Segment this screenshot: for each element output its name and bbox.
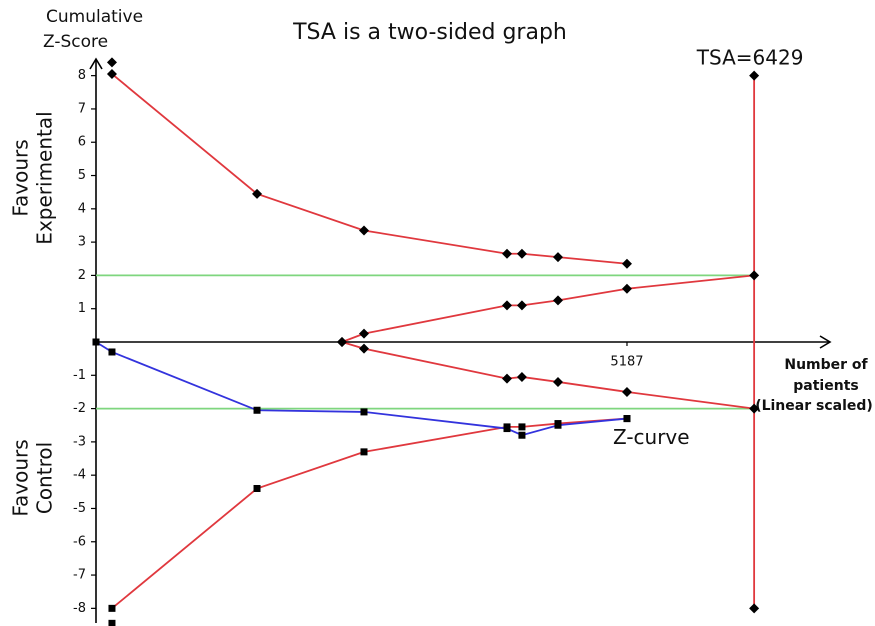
y-tick-label: -4 (73, 468, 86, 483)
diamond-marker (358, 328, 369, 339)
series-line (111, 417, 628, 610)
y-tick-label: 3 (78, 235, 86, 250)
diamond-marker (502, 300, 513, 311)
diamond-marker (502, 373, 513, 384)
diamond-marker (552, 376, 563, 387)
diamond-marker (502, 248, 513, 259)
diamond-marker (621, 258, 632, 269)
x-axis-label: (Linear scaled) (755, 398, 873, 414)
x-axis-label: Number of (784, 357, 868, 373)
diamond-marker (749, 403, 760, 414)
y-axis-label: Z-Score (43, 32, 108, 52)
x-axis-label: patients (793, 378, 858, 394)
y-tick-label: 4 (78, 201, 86, 216)
square-marker (253, 484, 261, 492)
diamond-marker (552, 295, 563, 306)
x-axis-arrow (819, 335, 832, 349)
y-axis-arrow (89, 57, 103, 70)
square-marker (108, 619, 116, 626)
y-tick-label: 6 (78, 135, 86, 150)
favours-label: Favours (9, 439, 33, 516)
y-tick-label: -8 (73, 601, 86, 616)
diamond-marker (749, 70, 760, 81)
y-tick-label: -5 (73, 501, 86, 516)
series-line (341, 341, 755, 410)
diamond-marker (621, 386, 632, 397)
favours-label: Favours (9, 139, 33, 216)
diamond-marker (336, 337, 347, 347)
diamond-marker (749, 603, 760, 614)
y-tick-label: 2 (78, 268, 86, 283)
diamond-marker (358, 343, 369, 354)
diamond-marker (106, 68, 117, 79)
y-tick-label: 1 (78, 301, 86, 316)
diamond-marker (516, 371, 527, 382)
square-marker (518, 423, 526, 431)
square-marker (92, 338, 100, 346)
annotation: Z-curve (613, 425, 690, 449)
square-marker (108, 348, 116, 356)
square-marker (554, 421, 562, 429)
y-tick-label: 8 (78, 68, 86, 83)
y-tick-label: -1 (73, 368, 86, 383)
diamond-marker (252, 188, 263, 199)
square-marker (623, 415, 631, 423)
series-line (95, 341, 628, 437)
y-tick-label: -7 (73, 568, 86, 583)
x-tick-label: 5187 (610, 355, 643, 370)
y-tick-label: 7 (78, 101, 86, 116)
diamond-marker (516, 248, 527, 259)
diamond-marker (621, 283, 632, 294)
y-tick-label: -6 (73, 534, 86, 549)
y-axis-label: Cumulative (46, 7, 143, 27)
favours-label: Control (33, 442, 57, 514)
y-tick-label: -2 (73, 401, 86, 416)
favours-label: Experimental (33, 111, 57, 244)
series-line (341, 274, 755, 343)
series-line (111, 73, 628, 265)
square-marker (360, 408, 368, 416)
diamond-marker (358, 225, 369, 236)
diamond-marker (749, 270, 760, 281)
square-marker (108, 604, 116, 612)
diamond-marker (106, 57, 117, 68)
square-marker (503, 425, 511, 433)
y-tick-label: 5 (78, 168, 86, 183)
diamond-marker (552, 252, 563, 263)
y-tick-label: -3 (73, 434, 86, 449)
annotation: TSA=6429 (696, 46, 804, 70)
square-marker (360, 448, 368, 456)
square-marker (518, 431, 526, 439)
square-marker (253, 406, 261, 414)
diamond-marker (516, 300, 527, 311)
chart-title: TSA is a two-sided graph (292, 20, 567, 45)
